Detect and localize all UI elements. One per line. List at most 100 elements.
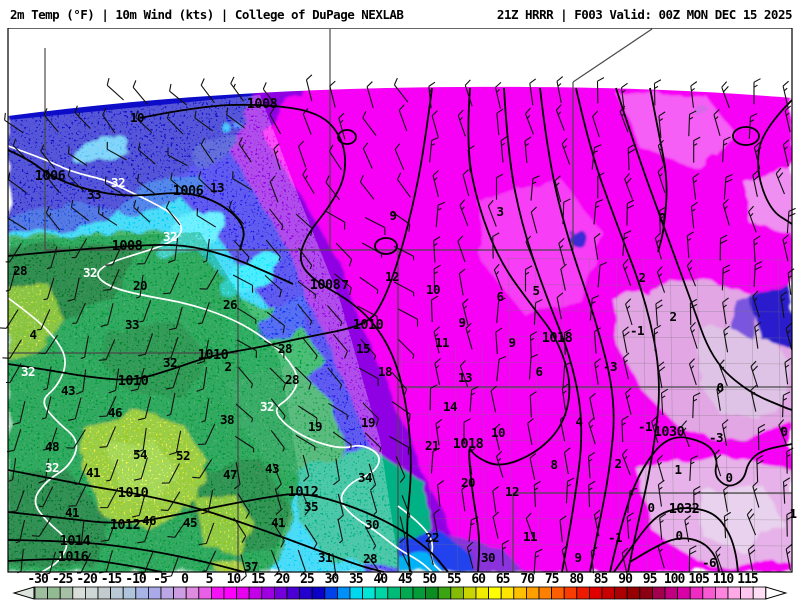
wind-barb <box>361 242 383 258</box>
temp-label: 0 <box>725 470 732 485</box>
wind-barb <box>43 108 59 133</box>
wind-barb <box>137 333 154 357</box>
temp-label: 30 <box>365 517 379 532</box>
wind-barb <box>588 417 596 445</box>
isobar-x <box>649 87 668 253</box>
pressure-label: 1008 <box>310 277 341 293</box>
wind-barb <box>368 557 383 583</box>
wind-barb <box>563 328 572 355</box>
colorbar-cell <box>135 586 149 600</box>
scale-tick-label: 10 <box>227 572 242 587</box>
wind-barb <box>465 322 473 350</box>
wind-barb <box>688 545 697 572</box>
state-borders <box>8 28 792 572</box>
isobar-x <box>539 87 615 573</box>
wind-barb <box>492 232 500 259</box>
wind-barb <box>690 81 698 108</box>
wind-barb <box>622 326 630 354</box>
wind-barb <box>560 263 567 291</box>
wind-barb <box>108 368 120 394</box>
temp-label: 43 <box>265 461 279 476</box>
wind-barb <box>657 139 665 167</box>
wind-barb <box>394 143 405 170</box>
isobar-1010 <box>7 469 385 573</box>
colorbar-cell <box>652 586 666 600</box>
wind-barb <box>500 136 508 163</box>
isobars <box>7 87 793 573</box>
wind-barb <box>437 480 445 507</box>
wind-barb <box>527 418 534 445</box>
colorbar-cell <box>236 586 250 600</box>
isobar-1018 <box>467 87 571 573</box>
wind-barb <box>722 297 729 325</box>
header-right-validity: 21Z HRRR | F003 Valid: 00Z MON DEC 15 20… <box>496 7 793 22</box>
wind-barb <box>302 168 315 194</box>
wind-barb <box>269 108 282 135</box>
wind-barb <box>621 448 631 476</box>
temp-label: 30 <box>481 550 495 565</box>
wind-barb <box>529 452 537 480</box>
isobar-loop <box>337 129 357 145</box>
wind-barb <box>237 493 250 519</box>
wind-barb <box>501 539 509 567</box>
temp-label: 9 <box>458 315 465 330</box>
wind-barb <box>688 358 697 386</box>
wind-barb <box>9 490 25 513</box>
temp-label: 11 <box>523 529 537 544</box>
temp-label: 0 <box>716 380 723 395</box>
pressure-label: 1010 <box>118 485 149 501</box>
wind-barb <box>396 172 411 198</box>
wind-barb <box>593 199 603 225</box>
wind-barb <box>201 398 210 423</box>
wind-barb <box>42 427 58 451</box>
wind-barb <box>39 486 54 508</box>
colorbar-cell <box>223 586 238 600</box>
temp-region <box>732 292 756 338</box>
wind-barb <box>103 269 120 291</box>
wind-barb <box>334 273 352 296</box>
colorbar-cell <box>59 586 74 600</box>
wind-barb <box>364 432 382 452</box>
temp-region <box>700 485 782 552</box>
colorbar-cell <box>185 586 200 600</box>
colorbar-cell <box>160 586 175 600</box>
wind-barb <box>782 234 789 262</box>
wind-barb <box>657 541 665 569</box>
scale-tick-label: 0 <box>181 572 189 587</box>
wind-barb <box>533 548 543 575</box>
temp-label: 33 <box>125 317 139 332</box>
wind-barb <box>198 423 216 446</box>
wind-barb <box>558 237 566 265</box>
wind-barb <box>325 210 346 230</box>
wind-barb <box>166 111 184 135</box>
colorbar-cell <box>475 586 490 600</box>
temp-label: -1 <box>638 419 652 434</box>
wind-barb <box>780 291 788 318</box>
pressure-label: 1030 <box>654 424 685 440</box>
scale-tick-label: 25 <box>300 572 314 587</box>
wind-barb <box>170 172 189 194</box>
wind-barb <box>561 138 571 165</box>
wind-barb <box>196 366 208 392</box>
wind-barb <box>775 167 785 195</box>
wind-barb <box>393 77 409 103</box>
scale-tick-label: 60 <box>471 572 486 587</box>
wind-barb <box>274 488 282 516</box>
scale-tick-label: 110 <box>713 572 735 587</box>
wind-barb <box>428 81 436 109</box>
colorbar-cell <box>752 586 767 600</box>
wind-barb <box>753 78 761 105</box>
colorbar-cell <box>97 586 112 600</box>
colorbar-cell <box>425 586 439 600</box>
wind-barb <box>752 480 760 508</box>
wind-barb <box>721 419 729 446</box>
freezing-label: 32 <box>163 229 177 244</box>
isobar-1010 <box>7 87 433 381</box>
colorbar-cell <box>538 586 553 600</box>
wind-barb <box>651 416 659 444</box>
wind-barb <box>45 168 60 194</box>
temp-label: 12 <box>385 269 399 284</box>
wind-barb <box>298 140 307 168</box>
temp-label: 10 <box>491 425 505 440</box>
